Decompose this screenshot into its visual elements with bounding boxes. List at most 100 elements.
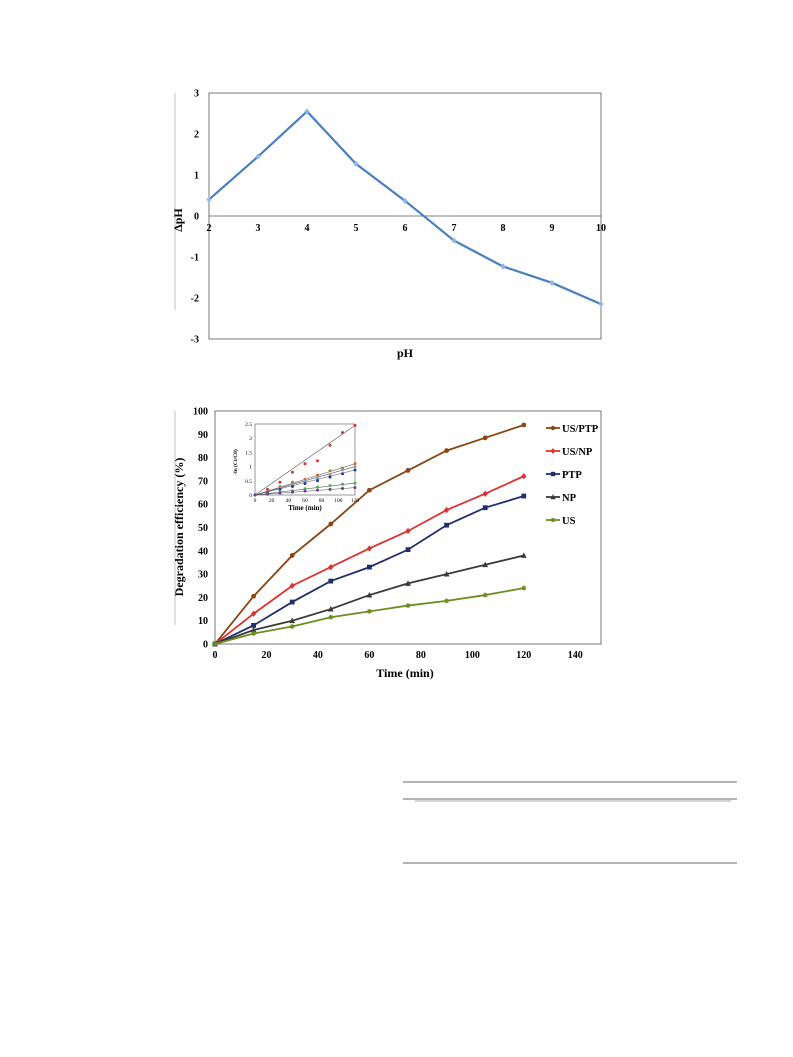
chart2-data-point — [444, 448, 449, 454]
chart2-data-point — [521, 585, 527, 591]
chart1-y-tick-label: -1 — [191, 253, 199, 264]
chart2-x-tick-label: 120 — [516, 650, 531, 661]
inset-data-point — [266, 492, 269, 496]
chart2-data-point — [482, 435, 488, 441]
inset-x-tick-label: 120 — [351, 498, 360, 504]
chart1-data-point — [549, 279, 555, 286]
inset-data-point — [328, 475, 332, 479]
chart2-series — [212, 422, 527, 648]
inset-y-tick-label: 1 — [249, 465, 252, 471]
chart2-x-tick-label: 40 — [313, 650, 323, 661]
inset-x-tick-label: 80 — [319, 498, 325, 504]
chart2-data-point — [251, 631, 256, 636]
inset-data-point — [253, 493, 257, 497]
chart2-x-axis-label: Time (min) — [376, 666, 433, 680]
inset-data-point — [341, 472, 344, 476]
chart1-data-point — [255, 153, 261, 160]
chart1-x-tick-label: 10 — [596, 223, 606, 234]
inset-data-point — [291, 482, 294, 486]
chart2-data-point — [327, 605, 334, 612]
table-rules — [403, 781, 737, 864]
chart2-data-point — [289, 553, 295, 558]
inset-data-point — [353, 465, 357, 469]
legend-swatch-marker — [550, 494, 556, 500]
chart2-y-tick-label: 50 — [198, 523, 208, 534]
inset-y-tick-label: 0.5 — [245, 479, 252, 485]
chart2-data-point — [482, 490, 488, 497]
inset-data-point — [353, 468, 357, 472]
inset-data-point — [291, 490, 294, 494]
chart2-data-point — [289, 624, 295, 629]
inset-data-point — [328, 484, 332, 488]
chart2-legend: US/PTP US/NP PTP NP US — [546, 424, 599, 527]
inset-data-point — [328, 487, 332, 491]
chart1-x-tick-label: 5 — [354, 223, 359, 234]
chart2-data-point — [251, 622, 256, 628]
chart2-y-tick-label: 90 — [198, 430, 208, 441]
chart1-y-axis-label: ΔpH — [171, 208, 185, 232]
chart2-data-point — [289, 617, 296, 624]
chart2-data-point — [482, 505, 488, 511]
chart2-x-tick-label: 20 — [261, 650, 271, 661]
inset-data-point — [278, 480, 282, 484]
inset-y-tick-label: 2 — [249, 436, 252, 442]
chart2-y-axis-label: Degradation efficiency (%) — [172, 458, 186, 597]
chart2-data-point — [289, 582, 295, 589]
chart2-x-tick-label: 80 — [416, 650, 426, 661]
inset-y-tick-label: 2.5 — [245, 422, 252, 428]
inset-data-point — [303, 482, 307, 486]
chart1-x-tick-labels: 2 3 4 5 6 7 8 9 10 — [207, 223, 607, 234]
inset-data-point — [316, 485, 319, 489]
chart2-x-tick-labels: 0 20 40 60 80 100 120 140 — [213, 650, 583, 661]
chart2-data-point — [251, 593, 256, 599]
chart1-data-point — [353, 160, 359, 168]
chart1-x-tick-label: 9 — [550, 223, 555, 234]
inset-data-point — [353, 423, 357, 427]
chart1-y-tick-label: -3 — [191, 335, 199, 346]
inset-x-axis-label: Time (min) — [288, 504, 322, 512]
inset-x-tick-label: 40 — [286, 498, 292, 504]
chart2-x-tick-label: 60 — [364, 650, 374, 661]
legend-swatch-marker — [550, 425, 556, 431]
inset-y-axis-label: -ln (Ct/C0) — [232, 449, 239, 475]
chart2-x-tick-label: 0 — [213, 650, 218, 661]
chart2-y-tick-label: 0 — [203, 640, 208, 651]
inset-x-tick-label: 0 — [254, 498, 257, 504]
legend-label: US/PTP — [562, 424, 599, 435]
chart1-data-point — [500, 263, 506, 270]
inset-data-point — [341, 431, 344, 435]
chart2-data-point — [482, 561, 489, 568]
chart2-data-point — [367, 564, 372, 570]
chart2-data-point — [482, 592, 488, 598]
inset-data-point — [291, 484, 294, 488]
chart1-y-tick-label: 1 — [194, 171, 199, 182]
chart1-data-point — [451, 237, 457, 244]
inset-data-point — [353, 462, 357, 466]
chart1-x-tick-label: 8 — [501, 223, 506, 234]
chart1-data-point — [598, 301, 604, 308]
chart2-data-point — [443, 506, 450, 514]
chart1-data-point — [206, 196, 212, 203]
inset-x-tick-label: 60 — [302, 498, 308, 504]
chart2-x-tick-label: 140 — [568, 650, 583, 661]
chart1-y-tick-labels: 3 2 1 0 -1 -2 -3 — [191, 89, 199, 346]
inset-data-point — [303, 489, 307, 493]
legend-label: NP — [562, 493, 577, 504]
chart2-y-tick-label: 30 — [198, 570, 208, 581]
chart2-y-tick-label: 20 — [198, 593, 208, 604]
chart1-x-tick-label: 3 — [256, 223, 261, 234]
chart2-data-point — [250, 626, 257, 633]
inset-data-point — [303, 487, 307, 491]
inset-x-tick-labels: 0 20 40 60 80 100 120 — [254, 498, 360, 504]
chart1-x-tick-label: 4 — [305, 223, 310, 234]
inset-data-point — [278, 487, 282, 491]
inset-data-point — [328, 473, 332, 477]
chart2-data-point — [405, 527, 411, 535]
inset-data-point — [341, 486, 344, 490]
legend-label: US/NP — [562, 447, 593, 458]
legend-label: US — [562, 516, 576, 527]
chart2-data-point — [328, 563, 334, 571]
legend-label: PTP — [562, 470, 582, 481]
